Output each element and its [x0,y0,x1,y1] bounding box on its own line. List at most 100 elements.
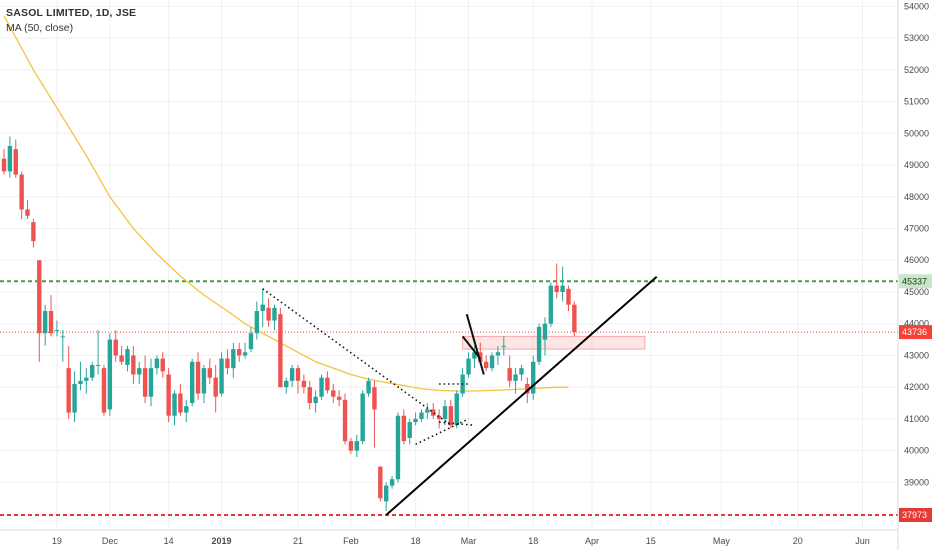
price-tick-label: 53000 [904,33,929,43]
candle-up [148,368,154,397]
candle-up [425,409,430,413]
candle-up [154,358,160,369]
candle-up [201,368,207,394]
candle-down [554,285,559,292]
candle-up [84,377,89,381]
candle-up [60,336,65,338]
candle-up [489,355,495,369]
candle-up [125,349,130,365]
candle-down [572,304,577,333]
candle-down [431,409,436,416]
price-tick-label: 47000 [904,224,929,234]
candle-up [419,412,424,419]
candle-down [348,441,354,451]
price-tick-label: 52000 [904,65,929,75]
price-badge-label: 37973 [902,510,927,520]
price-tick-label: 49000 [904,160,929,170]
candle-down [378,466,383,499]
rising-trendline [385,275,658,516]
price-axis[interactable]: 39000 40000 41000 42000 43000 44000 45000 46000… [897,0,929,550]
time-tick-label: May [713,536,731,546]
candle-down [131,355,136,375]
candle-down [278,314,283,388]
candle-up [284,380,289,388]
candle-down [160,358,165,372]
price-badge-label: 45337 [902,276,927,286]
candle-down [119,355,124,362]
time-tick-label: 19 [52,536,62,546]
horizontal-levels [0,280,898,516]
time-tick-label: 15 [646,536,656,546]
candle-down [507,368,512,381]
price-tick-label: 44000 [904,319,929,329]
candle-up [384,485,389,502]
candle-up [189,361,195,404]
price-tick-label: 54000 [904,1,929,11]
candle-down [325,377,330,391]
candle-up [72,384,77,413]
candle-up [78,380,83,385]
ma-50-line [3,15,569,392]
candle-up [560,285,565,292]
candle-up [413,418,418,423]
candle-up [137,368,142,375]
candle-up [54,330,60,332]
price-tick-label: 40000 [904,446,929,456]
solid-drawing-line [465,313,485,375]
candle-down [1,158,7,172]
price-badge-37973 [899,507,932,522]
candle-down [166,374,171,416]
price-badge-45337 [899,274,932,289]
candlestick-series [1,136,577,511]
candle-up [354,441,359,451]
trend-drawings [262,275,658,516]
chart-grid [0,0,898,530]
price-badge-label: 43736 [902,327,927,337]
candle-up [542,323,548,340]
candle-down [101,368,107,413]
time-tick-label: Mar [461,536,477,546]
candle-down [225,358,230,369]
candle-up [248,333,254,350]
candle-up [272,307,277,321]
candle-up [319,377,324,397]
candle-down [301,380,307,388]
candle-down [448,406,454,426]
time-tick-label: 21 [293,536,303,546]
candle-up [289,368,295,381]
price-badges: 45337 43736 37973 [899,274,932,522]
candle-up [90,364,95,378]
price-tick-label: 51000 [904,97,929,107]
time-tick-label: Feb [343,536,359,546]
candle-up [242,352,248,356]
candle-down [113,339,118,356]
dotted-drawing-line [439,421,475,427]
price-tick-label: 42000 [904,382,929,392]
time-tick-label: 18 [528,536,538,546]
candle-up [254,311,260,334]
candle-down [13,149,18,175]
candle-down [195,361,201,394]
time-tick-label: 14 [164,536,174,546]
candle-down [342,399,348,442]
time-axis[interactable]: 19 Dec 14 2019 21 Feb 18 Mar 18 Apr 15 May 20 Jun [0,529,898,546]
candle-down [307,387,312,404]
candle-up [42,311,48,334]
price-tick-label: 46000 [904,255,929,265]
ma-line [3,15,569,392]
candle-down [178,393,183,413]
indicator-label: MA (50, close) [6,22,74,34]
candle-up [360,393,365,442]
candle-up [7,145,13,172]
candle-down [336,396,342,400]
price-badge-43736 [899,325,932,340]
price-tick-label: 50000 [904,128,929,138]
symbol-title: SASOL LIMITED, 1D, JSE [6,7,137,19]
candle-up [231,349,236,369]
candle-up [519,368,524,375]
price-tick-label: 45000 [904,287,929,297]
candle-down [142,368,148,397]
candle-down [372,387,377,410]
candle-up [260,304,265,312]
